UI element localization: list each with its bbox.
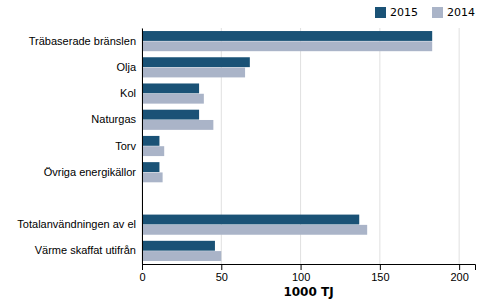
bar: [142, 251, 221, 261]
bar: [142, 83, 199, 93]
y-tick: Naturgas: [91, 113, 136, 125]
legend-swatch: [432, 7, 443, 18]
bar: [142, 120, 213, 130]
y-tick-label: Övriga energikällor: [44, 166, 137, 178]
y-tick: Totalanvändningen av el: [17, 218, 136, 230]
y-tick: Värme skaffat utifrån: [35, 244, 136, 256]
x-tick-mark: [459, 264, 460, 270]
y-tick-label: Naturgas: [91, 113, 136, 125]
y-tick-label: Torv: [115, 140, 136, 152]
legend-item: 2015: [375, 6, 418, 19]
x-tick-mark: [221, 264, 222, 270]
bar: [142, 241, 215, 251]
x-axis: 0 50 100 150 200: [139, 264, 475, 283]
y-tick-label: Träbaserade bränslen: [29, 35, 136, 47]
bar: [142, 162, 159, 172]
x-axis-title: 1000 TJ: [283, 285, 333, 299]
y-tick-label: Kol: [120, 87, 136, 99]
bar-series: [142, 41, 432, 261]
bar-series: [142, 31, 432, 251]
bar: [142, 41, 432, 51]
y-axis: Värme skaffat utifrån Totalanvändningen a…: [17, 29, 142, 265]
bar: [142, 215, 359, 225]
y-tick: Övriga energikällor: [44, 166, 137, 178]
bar: [142, 136, 159, 146]
plot: 0 50 100 150 200 Värme skaffat utifrån Totalan…: [17, 28, 475, 283]
legend-swatch: [375, 7, 386, 18]
grid-line: [142, 28, 143, 264]
x-tick-mark: [301, 264, 302, 270]
grid-line: [459, 28, 460, 264]
bars: [142, 31, 432, 261]
legend: 2015 2014: [375, 6, 475, 19]
legend-label: 2015: [390, 6, 418, 19]
bar: [142, 225, 367, 235]
y-tick: Torv: [115, 140, 136, 152]
y-tick: Kol: [120, 87, 136, 99]
x-tick-label: 200: [450, 271, 468, 283]
y-tick-label: Totalanvändningen av el: [17, 218, 136, 230]
grid: [142, 28, 459, 264]
y-axis-line: [142, 29, 143, 265]
x-tick: 50: [216, 264, 228, 283]
legend-item: 2014: [432, 6, 475, 19]
chart: 0 50 100 150 200 Värme skaffat utifrån Totalan…: [0, 0, 491, 302]
y-tick-label: Olja: [116, 61, 136, 73]
x-tick: 100: [292, 264, 310, 283]
legend-label: 2014: [447, 6, 475, 19]
bar: [142, 57, 250, 67]
x-tick: 200: [450, 264, 468, 283]
x-axis-line: [143, 265, 476, 271]
bar: [142, 146, 164, 156]
y-tick: Olja: [116, 61, 136, 73]
x-tick-label: 100: [292, 271, 310, 283]
x-tick-label: 50: [216, 271, 228, 283]
bar: [142, 68, 245, 78]
x-tick-mark: [142, 264, 143, 270]
bar: [142, 94, 204, 104]
x-tick: 150: [371, 264, 389, 283]
bar: [142, 110, 199, 120]
y-tick: Träbaserade bränslen: [29, 35, 136, 47]
x-tick-mark: [380, 264, 381, 270]
y-tick-label: Värme skaffat utifrån: [35, 244, 136, 256]
bar: [142, 172, 163, 182]
grid-line: [379, 28, 380, 264]
x-tick-label: 0: [139, 271, 145, 283]
x-tick-label: 150: [371, 271, 389, 283]
x-tick: 0: [139, 264, 145, 283]
bar: [142, 31, 432, 41]
